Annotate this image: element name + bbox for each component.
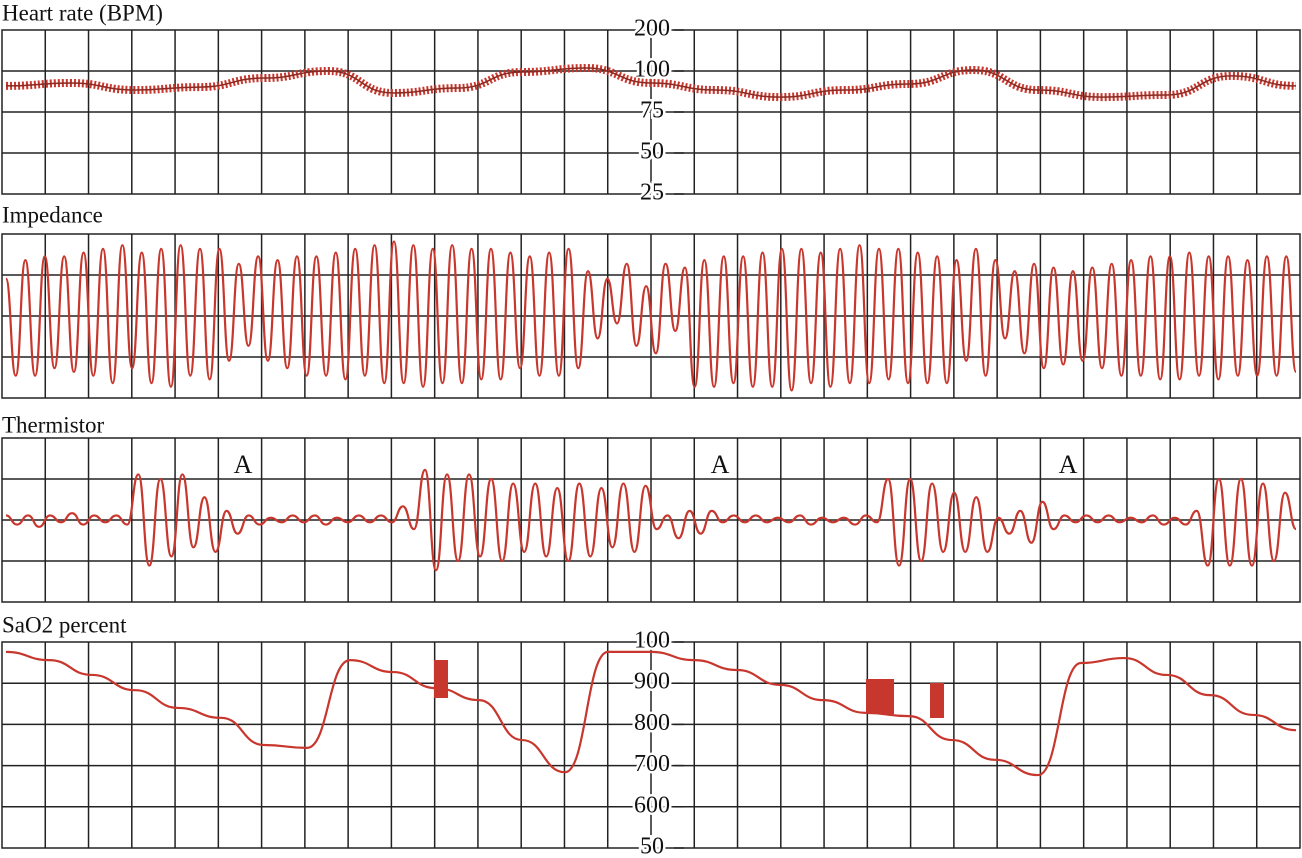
y-tick-label: 800 (634, 710, 670, 736)
y-tick-label: 100 (634, 57, 670, 83)
artifact-mark (866, 679, 894, 714)
data-line (5, 650, 1297, 777)
y-tick-label: 75 (640, 98, 664, 124)
annotation: A (234, 450, 253, 479)
y-tick-label: 700 (634, 751, 670, 777)
y-tick-label: 100 (634, 628, 670, 654)
data-line (5, 468, 1298, 572)
y-tick-label: 50 (640, 139, 664, 165)
data-line (4, 240, 1298, 392)
artifact-mark (434, 660, 448, 698)
y-tick-label: 50 (640, 834, 664, 858)
panel-title: SaO2 percent (2, 612, 127, 637)
data-line (5, 67, 1297, 98)
panel-title: Thermistor (2, 412, 105, 437)
y-tick-label: 200 (634, 16, 670, 42)
panel-title: Heart rate (BPM) (2, 0, 163, 25)
y-tick-label: 25 (640, 180, 664, 206)
y-tick-label: 900 (634, 669, 670, 695)
panel-title: Impedance (2, 202, 103, 227)
y-tick-label: 600 (634, 792, 670, 818)
annotation: A (1059, 450, 1078, 479)
artifact-mark (930, 683, 944, 718)
annotation: A (711, 450, 730, 479)
